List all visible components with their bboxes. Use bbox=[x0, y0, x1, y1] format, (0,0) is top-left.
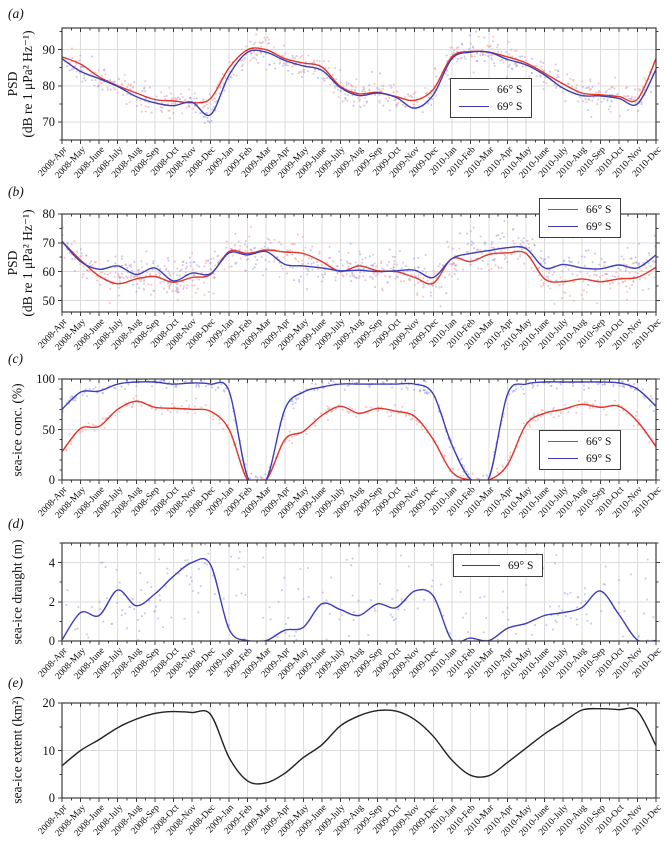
legend-label: 69° S bbox=[508, 559, 534, 572]
plot-svg bbox=[57, 27, 661, 145]
ylabel-line: sea-ice draught (m) bbox=[9, 539, 25, 645]
legend: 69° S bbox=[453, 554, 544, 577]
ylabel-line: (dB re 1 μPa² Hz⁻¹) bbox=[20, 30, 35, 138]
legend: 66° S 69° S bbox=[539, 198, 622, 238]
y-tick-label: 10 bbox=[42, 743, 56, 758]
legend-label: 69° S bbox=[586, 452, 612, 465]
panel-a-ylabel: PSD (dB re 1 μPa² Hz⁻¹) bbox=[5, 30, 35, 137]
series-line bbox=[62, 381, 656, 480]
ylabel-line: sea-ice extent (km²) bbox=[9, 696, 25, 804]
y-tick-label: 60 bbox=[42, 264, 56, 279]
series-line bbox=[62, 707, 656, 785]
panel-b: 50 60 70 80 2008-Apr 2008-May 2008-June 2008-Ju… bbox=[37, 198, 663, 353]
plot-svg bbox=[57, 542, 661, 646]
panel-c: 0 50 100 2008-Apr 2008-May 2008-June 2008-July… bbox=[36, 373, 663, 521]
legend-line-sample bbox=[462, 565, 500, 566]
panel-a-letter: (a) bbox=[8, 6, 24, 21]
series-line bbox=[62, 49, 656, 117]
y-tick-label: 70 bbox=[42, 235, 56, 250]
series-line bbox=[62, 240, 656, 282]
y-tick-label: 100 bbox=[36, 372, 55, 386]
series-line bbox=[62, 400, 656, 480]
legend-line-sample bbox=[459, 106, 489, 107]
ylabel-line: PSD bbox=[4, 71, 20, 97]
scatter-66s bbox=[63, 33, 653, 117]
legend-entry: 66° S bbox=[548, 201, 611, 218]
y-tick-label: 20 bbox=[42, 696, 56, 710]
legend-entry: 69° S bbox=[548, 450, 611, 467]
y-tick-label: 80 bbox=[42, 207, 56, 221]
y-tick-label: 0 bbox=[48, 634, 55, 648]
y-tick-label: 2 bbox=[48, 594, 55, 609]
legend-entry: 69° S bbox=[462, 557, 533, 574]
scatter-69s bbox=[64, 30, 656, 125]
ylabel-line: PSD bbox=[4, 250, 20, 276]
y-tick-label: 0 bbox=[48, 473, 55, 487]
legend-label: 66° S bbox=[497, 83, 523, 96]
panel-e-ylabel: sea-ice extent (km²) bbox=[9, 696, 24, 804]
scatter-69s bbox=[65, 543, 655, 641]
y-tick-label: 4 bbox=[48, 555, 55, 570]
legend-entry: 66° S bbox=[548, 433, 611, 450]
legend-entry: 66° S bbox=[459, 81, 522, 98]
legend-label: 69° S bbox=[497, 100, 523, 113]
panel-c-ylabel: sea-ice conc. (%) bbox=[9, 383, 24, 476]
y-tick-label: 50 bbox=[42, 293, 56, 308]
legend-entry: 69° S bbox=[548, 218, 611, 235]
legend: 66° S 69° S bbox=[539, 430, 622, 470]
y-tick-label: 80 bbox=[42, 78, 56, 93]
y-tick-label: 0 bbox=[48, 791, 55, 805]
panel-d: 0 2 4 2008-Apr 2008-May 2008-June 2008-July 200… bbox=[37, 542, 663, 682]
legend-label: 66° S bbox=[586, 435, 612, 448]
legend: 66° S 69° S bbox=[450, 78, 533, 118]
panel-b-ylabel: PSD (dB re 1 μPa² Hz⁻¹) bbox=[5, 209, 35, 316]
plot-svg bbox=[57, 378, 661, 485]
series-line bbox=[62, 47, 656, 104]
plot-svg bbox=[57, 213, 661, 317]
legend-label: 69° S bbox=[586, 220, 612, 233]
ylabel-line: sea-ice conc. (%) bbox=[9, 383, 25, 477]
legend-line-sample bbox=[548, 226, 578, 227]
panel-c-letter: (c) bbox=[8, 351, 23, 366]
legend-entry: 69° S bbox=[459, 98, 522, 115]
panel-d-ylabel: sea-ice draught (m) bbox=[9, 540, 24, 645]
legend-line-sample bbox=[459, 89, 489, 90]
series-line bbox=[62, 240, 656, 285]
panel-d-letter: (d) bbox=[8, 516, 24, 531]
y-tick-label: 90 bbox=[42, 42, 56, 57]
plot-svg bbox=[57, 702, 661, 803]
panel-a: 70 80 90 2008-Apr 2008-May 2008-June 2008-July… bbox=[37, 27, 663, 181]
panel-b-letter: (b) bbox=[8, 184, 24, 199]
panel-e: 0 10 20 2008-Apr 2008-May 2008-June 2008-July 2… bbox=[37, 697, 664, 839]
panel-e-letter: (e) bbox=[8, 675, 23, 690]
legend-line-sample bbox=[548, 209, 578, 210]
y-tick-label: 50 bbox=[42, 422, 56, 437]
legend-label: 66° S bbox=[586, 203, 612, 216]
y-tick-label: 70 bbox=[42, 114, 56, 129]
ylabel-line: (dB re 1 μPa² Hz⁻¹) bbox=[20, 209, 35, 317]
legend-line-sample bbox=[548, 458, 578, 459]
legend-line-sample bbox=[548, 441, 578, 442]
series-line bbox=[62, 557, 656, 641]
